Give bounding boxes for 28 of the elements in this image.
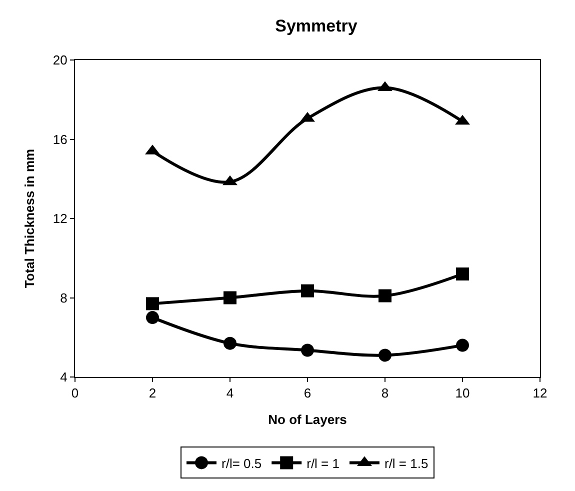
x-axis-title: No of Layers [268, 412, 347, 428]
point [378, 289, 392, 302]
legend-label: r/l = 1.5 [384, 456, 428, 471]
x-tick-label: 2 [148, 386, 156, 401]
x-tick-label: 0 [71, 386, 79, 401]
y-tick-label: 12 [52, 211, 68, 226]
chart-title: Symmetry [275, 16, 358, 36]
y-tick-label: 20 [52, 52, 68, 68]
point [224, 336, 236, 350]
point [301, 344, 314, 357]
legend-label: r/l = 1 [306, 456, 340, 471]
point [146, 311, 159, 324]
y-axis-title: Total Thickness in mm [22, 148, 37, 288]
point [146, 297, 159, 310]
y-tick-label: 16 [52, 132, 68, 147]
legend-label: r/l= 0.5 [222, 456, 262, 471]
point [456, 267, 469, 280]
x-tick-label: 8 [381, 386, 389, 401]
point [301, 284, 314, 298]
point [456, 338, 469, 352]
point [378, 348, 392, 362]
y-tick-label: 4 [60, 370, 68, 385]
x-tick-label: 4 [226, 386, 234, 401]
x-tick-label: 10 [455, 386, 470, 401]
point [224, 291, 236, 304]
x-tick-label: 12 [532, 386, 548, 401]
y-tick-label: 8 [60, 290, 68, 306]
x-tick-label: 6 [304, 386, 312, 401]
